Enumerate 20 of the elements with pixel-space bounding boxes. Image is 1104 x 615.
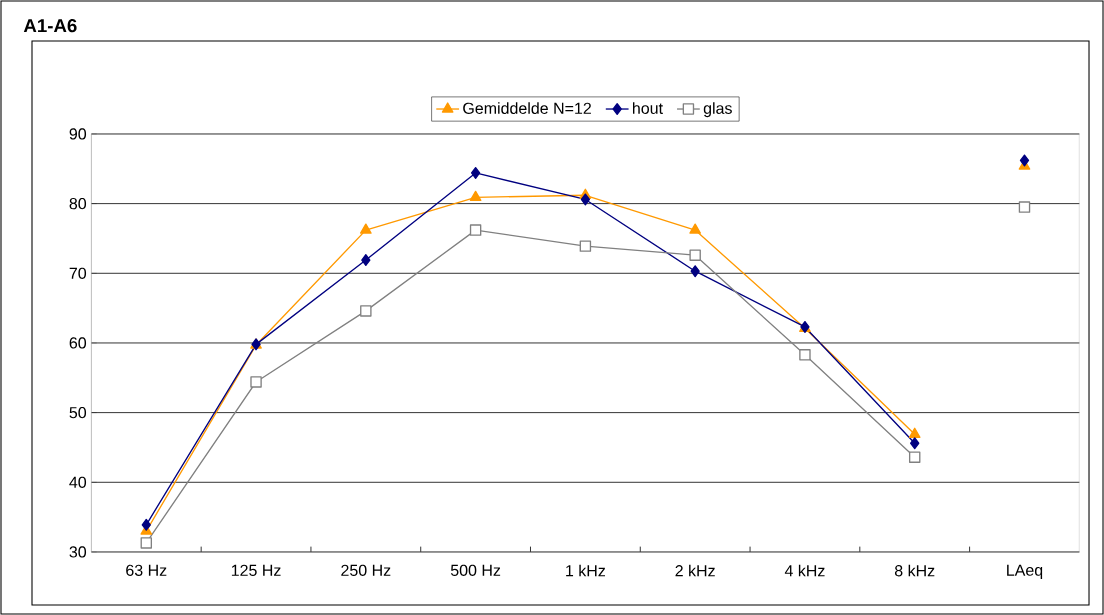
- x-tick-label: 2 kHz: [675, 564, 715, 577]
- y-tick-label: 50: [69, 406, 87, 419]
- chart-title: A1-A6: [23, 19, 77, 33]
- legend-label: Gemiddelde N=12: [463, 102, 591, 114]
- legend-label: hout: [633, 102, 663, 114]
- y-tick-label: 70: [69, 267, 87, 279]
- x-tick-label: 125 Hz: [231, 564, 281, 576]
- y-tick-label: 60: [69, 337, 87, 349]
- legend-label: glas: [703, 102, 732, 118]
- x-tick-label: 1 kHz: [566, 564, 606, 577]
- x-tick-label: LAeq: [1007, 564, 1043, 579]
- y-tick-label: 90: [69, 128, 87, 140]
- y-tick-label: 30: [69, 546, 87, 558]
- y-tick-label: 80: [69, 197, 87, 210]
- x-tick-label: 63 Hz: [126, 564, 167, 576]
- x-tick-label: 250 Hz: [341, 564, 391, 576]
- y-tick-label: 40: [69, 476, 87, 488]
- x-tick-label: 500 Hz: [450, 564, 501, 576]
- x-tick-label: 8 kHz: [894, 564, 935, 577]
- x-tick-label: 4 kHz: [784, 564, 825, 577]
